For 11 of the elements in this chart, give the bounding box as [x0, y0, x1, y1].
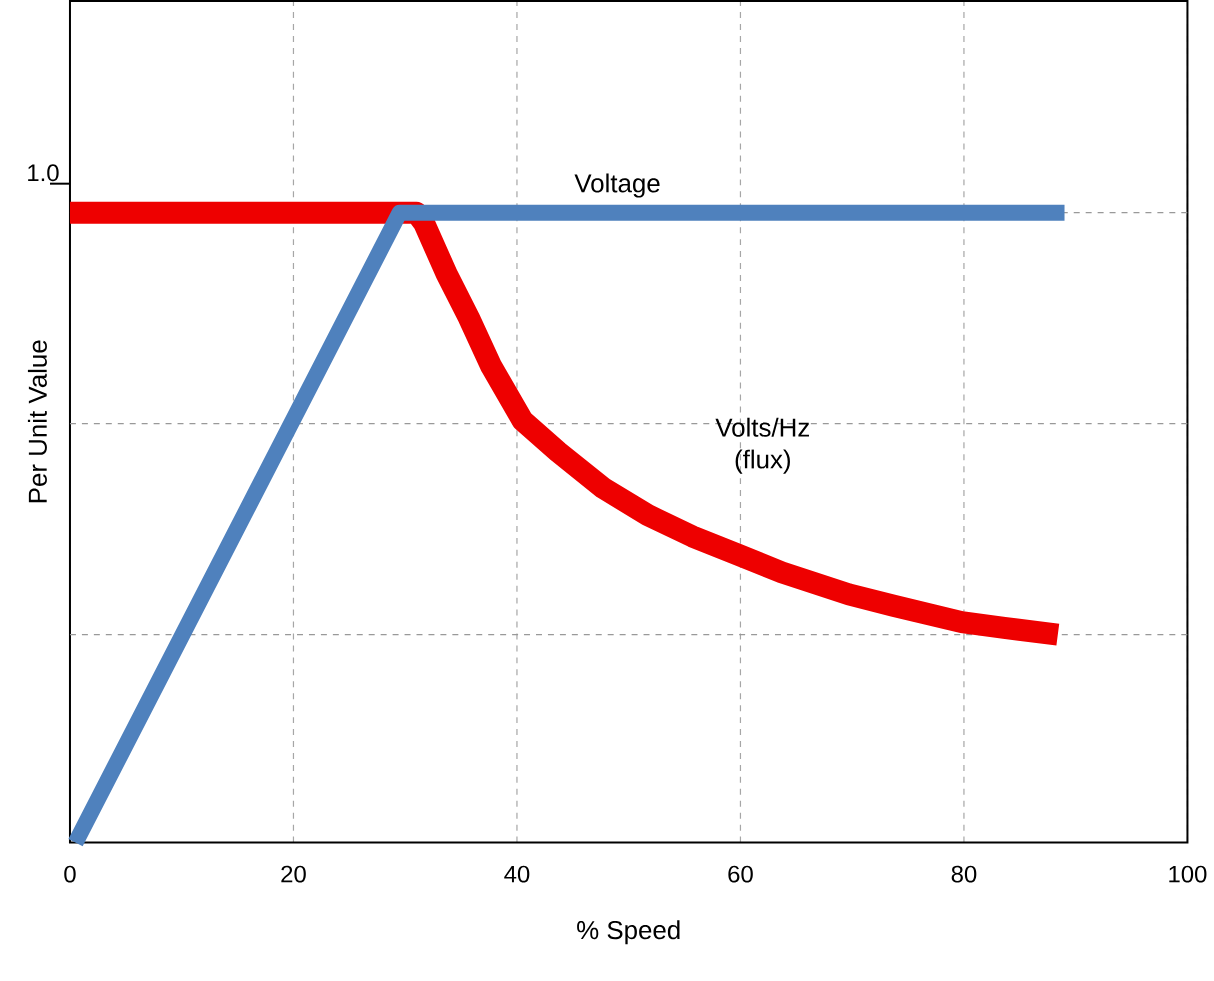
text: 1.0	[28, 164, 59, 182]
x-tick-label: 100	[1169, 865, 1207, 883]
series-label: Voltage	[574, 173, 660, 198]
text: Volts/Hz (flux)	[715, 417, 809, 474]
x-tick-label: 60	[728, 865, 753, 883]
x-tick-label: 0	[64, 865, 76, 883]
x-tick-label: 40	[504, 865, 530, 883]
y-axis-title: Per Unit Value	[27, 340, 47, 503]
x-tick-label: 80	[951, 865, 977, 883]
x-axis-title: % Speed	[577, 920, 680, 945]
x-tick-label: 20	[281, 865, 306, 883]
